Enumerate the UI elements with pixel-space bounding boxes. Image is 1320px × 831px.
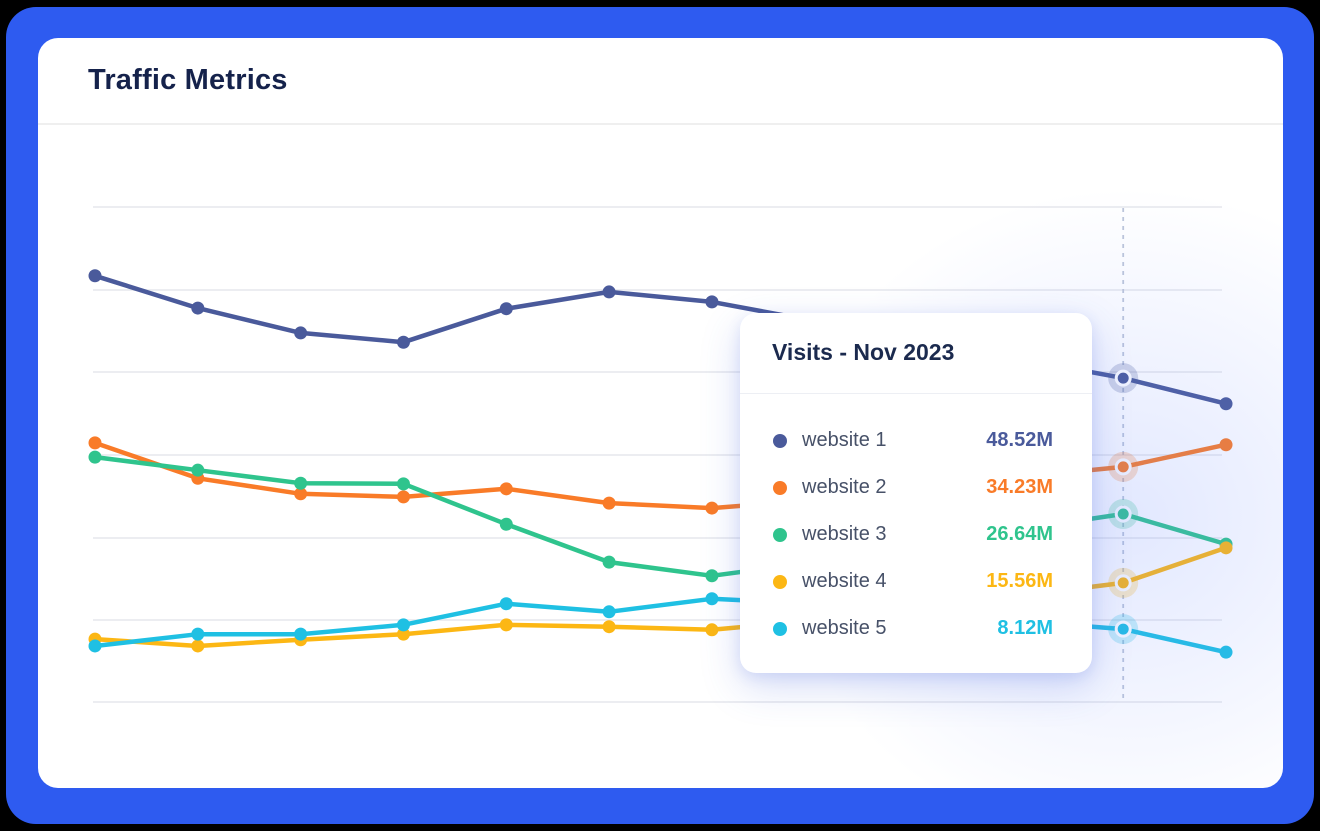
series-dot-icon [773, 574, 787, 589]
chart-tooltip: Visits - Nov 2023 website 1 48.52M websi… [740, 313, 1092, 673]
tooltip-row: website 5 8.12M [740, 605, 1092, 652]
tooltip-series-label: website 4 [802, 570, 887, 592]
tooltip-series-value: 34.23M [986, 476, 1053, 498]
tooltip-series-value: 26.64M [986, 523, 1053, 545]
tooltip-row: website 1 48.52M [740, 417, 1092, 464]
tooltip-rows: website 1 48.52M website 2 34.23M websit… [740, 417, 1092, 652]
tooltip-series-label: website 5 [802, 617, 887, 639]
series-dot-icon [773, 433, 787, 448]
series-dot-icon [773, 621, 787, 636]
tooltip-row: website 3 26.64M [740, 511, 1092, 558]
tooltip-row: website 2 34.23M [740, 464, 1092, 511]
tooltip-series-value: 15.56M [986, 570, 1053, 592]
series-dot-icon [773, 527, 787, 542]
tooltip-series-label: website 1 [802, 429, 887, 451]
card-title: Traffic Metrics [88, 64, 288, 96]
tooltip-series-value: 48.52M [986, 429, 1053, 451]
tooltip-series-value: 8.12M [997, 617, 1053, 639]
tooltip-divider [740, 393, 1092, 394]
series-dot-icon [773, 480, 787, 495]
tooltip-series-label: website 2 [802, 476, 887, 498]
tooltip-title: Visits - Nov 2023 [772, 339, 955, 365]
tooltip-row: website 4 15.56M [740, 558, 1092, 605]
card-header: Traffic Metrics [38, 38, 1283, 125]
tooltip-series-label: website 3 [802, 523, 887, 545]
